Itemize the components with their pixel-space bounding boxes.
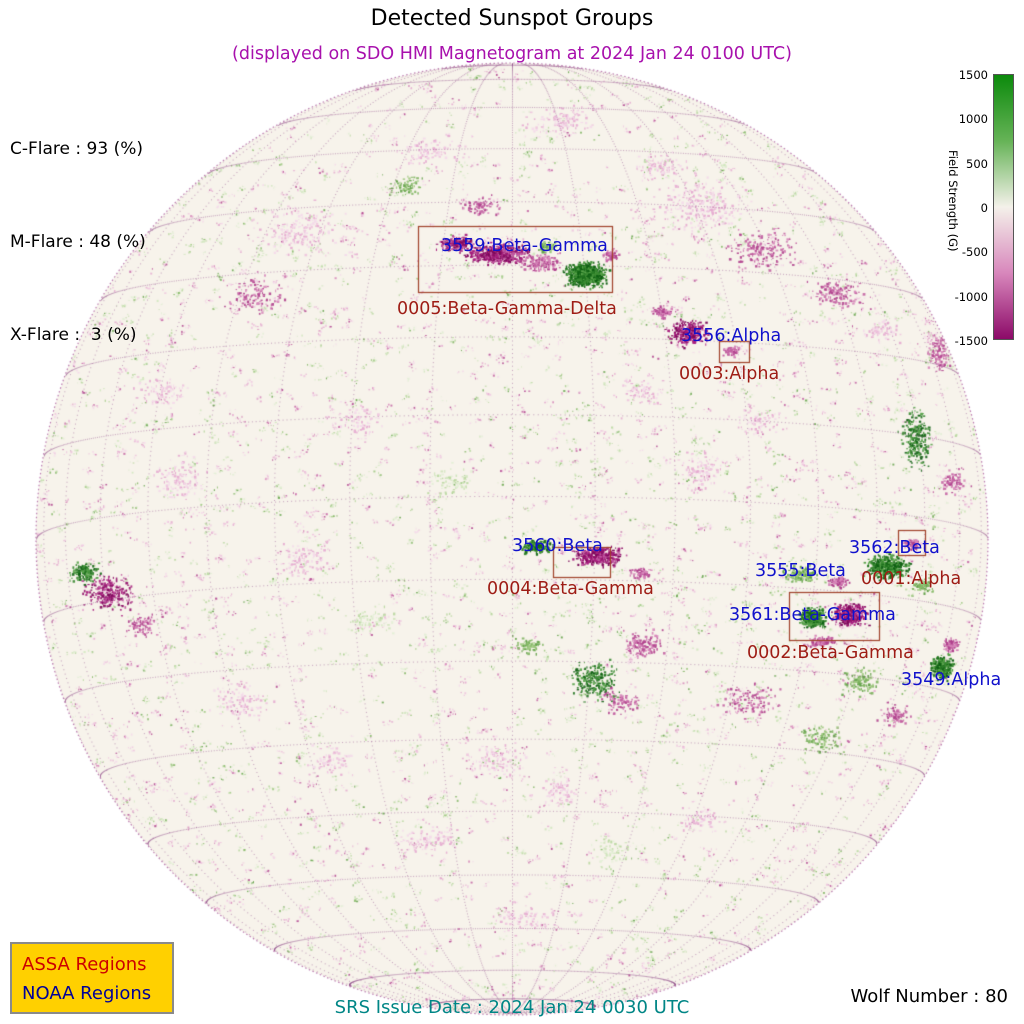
colorbar-ticks: 1500 1000 500 0 -500 -1000 -1500 xyxy=(926,68,988,348)
assa-region-label-0003: 0003:Alpha xyxy=(679,364,780,384)
colorbar-tick-1000: 1000 xyxy=(958,112,988,127)
noaa-region-label-3562: 3562:Beta xyxy=(849,538,940,558)
assa-region-label-0004: 0004:Beta-Gamma xyxy=(487,579,654,599)
assa-regions-legend-label: ASSA Regions xyxy=(22,954,147,975)
wolf-number: Wolf Number : 80 xyxy=(850,986,1008,1007)
colorbar-gradient xyxy=(993,74,1014,340)
srs-issue-date: SRS Issue Date : 2024 Jan 24 0030 UTC xyxy=(334,997,690,1018)
assa-region-label-0001: 0001:Alpha xyxy=(861,569,962,589)
noaa-region-label-3559: 3559:Beta-Gamma xyxy=(441,236,608,256)
colorbar-axis-label: Field Strength (G) xyxy=(946,150,960,252)
noaa-region-label-3560: 3560:Beta xyxy=(512,536,603,556)
noaa-region-label-3549: 3549:Alpha xyxy=(901,670,1002,690)
c-flare-probability: C-Flare : 93 (%) xyxy=(10,139,143,159)
subtitle: (displayed on SDO HMI Magnetogram at 202… xyxy=(232,44,792,64)
colorbar-tick-neg1000: -1000 xyxy=(954,289,988,304)
flare-probabilities: C-Flare : 93 (%) M-Flare : 48 (%) X-Flar… xyxy=(10,72,146,413)
regions-legend: ASSA Regions NOAA Regions xyxy=(10,942,174,1014)
colorbar-tick-neg1500: -1500 xyxy=(954,333,988,348)
noaa-regions-legend-label: NOAA Regions xyxy=(22,983,152,1004)
colorbar-tick-neg500: -500 xyxy=(961,245,988,260)
colorbar-tick-500: 500 xyxy=(966,156,988,171)
noaa-region-label-3555: 3555:Beta xyxy=(755,561,846,581)
page-title: Detected Sunspot Groups xyxy=(370,6,654,31)
assa-region-label-0005: 0005:Beta-Gamma-Delta xyxy=(397,299,617,319)
x-flare-probability: X-Flare : 3 (%) xyxy=(10,325,137,345)
noaa-region-label-3561: 3561:Beta-Gamma xyxy=(729,605,896,625)
noaa-region-label-3556: 3556:Alpha xyxy=(681,326,782,346)
colorbar-tick-1500: 1500 xyxy=(958,68,988,82)
colorbar-tick-0: 0 xyxy=(980,200,988,215)
assa-region-label-0002: 0002:Beta-Gamma xyxy=(747,643,914,663)
m-flare-probability: M-Flare : 48 (%) xyxy=(10,232,146,252)
